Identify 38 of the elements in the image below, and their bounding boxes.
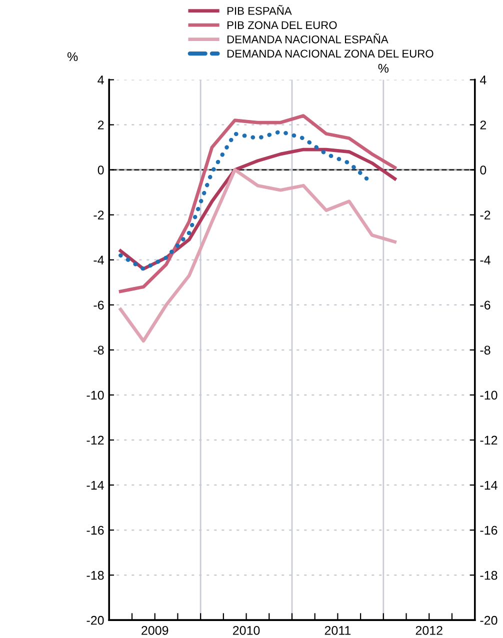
y2-tick-label: -18: [480, 570, 498, 580]
y2-tick-label: 4: [480, 76, 486, 84]
y2-tick-label: -4: [480, 256, 490, 264]
y-tick-label: 2: [98, 120, 104, 130]
y2-tick-label: -10: [480, 390, 498, 400]
y-tick-label: -16: [86, 526, 104, 535]
x-tick-label: 2010: [233, 626, 260, 635]
x-tick-label: 2009: [142, 626, 168, 635]
y2-tick-label: 0: [480, 166, 486, 174]
x-tick-label: 2012: [416, 626, 442, 635]
line-series: [118, 114, 397, 294]
y2-tick-label: -8: [480, 346, 490, 355]
y2-tick-label: -6: [480, 300, 490, 310]
y2-tick-label: 2: [480, 120, 486, 130]
y-tick-label: -14: [86, 480, 104, 490]
y2-tick-label: -12: [480, 436, 498, 445]
y-tick-label: 4: [98, 76, 104, 84]
y2-tick-label: -14: [480, 480, 498, 490]
legend-label: DEMANDA NACIONAL ZONA DEL EURO: [227, 50, 434, 58]
legend-label: PIB ZONA DEL EURO: [227, 21, 337, 30]
legend-label: PIB ESPAÑA: [227, 4, 292, 15]
y-tick-label: -20: [86, 616, 104, 625]
y2-axis-title: %: [378, 64, 389, 73]
y-tick-label: -6: [94, 300, 104, 310]
x-tick-label: 2011: [324, 626, 351, 635]
legend-label: DEMANDA NACIONAL ESPAÑA: [227, 33, 388, 44]
y2-tick-label: -20: [480, 616, 498, 625]
y2-tick-label: -16: [480, 526, 498, 535]
y-tick-label: -18: [86, 570, 104, 580]
y-tick-label: -8: [94, 346, 104, 355]
y-tick-label: -10: [86, 390, 104, 400]
y-tick-label: -12: [86, 436, 104, 445]
y-axis-title: %: [67, 52, 78, 62]
y-tick-label: 0: [98, 166, 104, 174]
y-tick-label: -2: [94, 210, 104, 220]
line-series: [118, 168, 397, 343]
y-tick-label: -4: [94, 256, 104, 264]
y2-tick-label: -2: [480, 210, 490, 220]
